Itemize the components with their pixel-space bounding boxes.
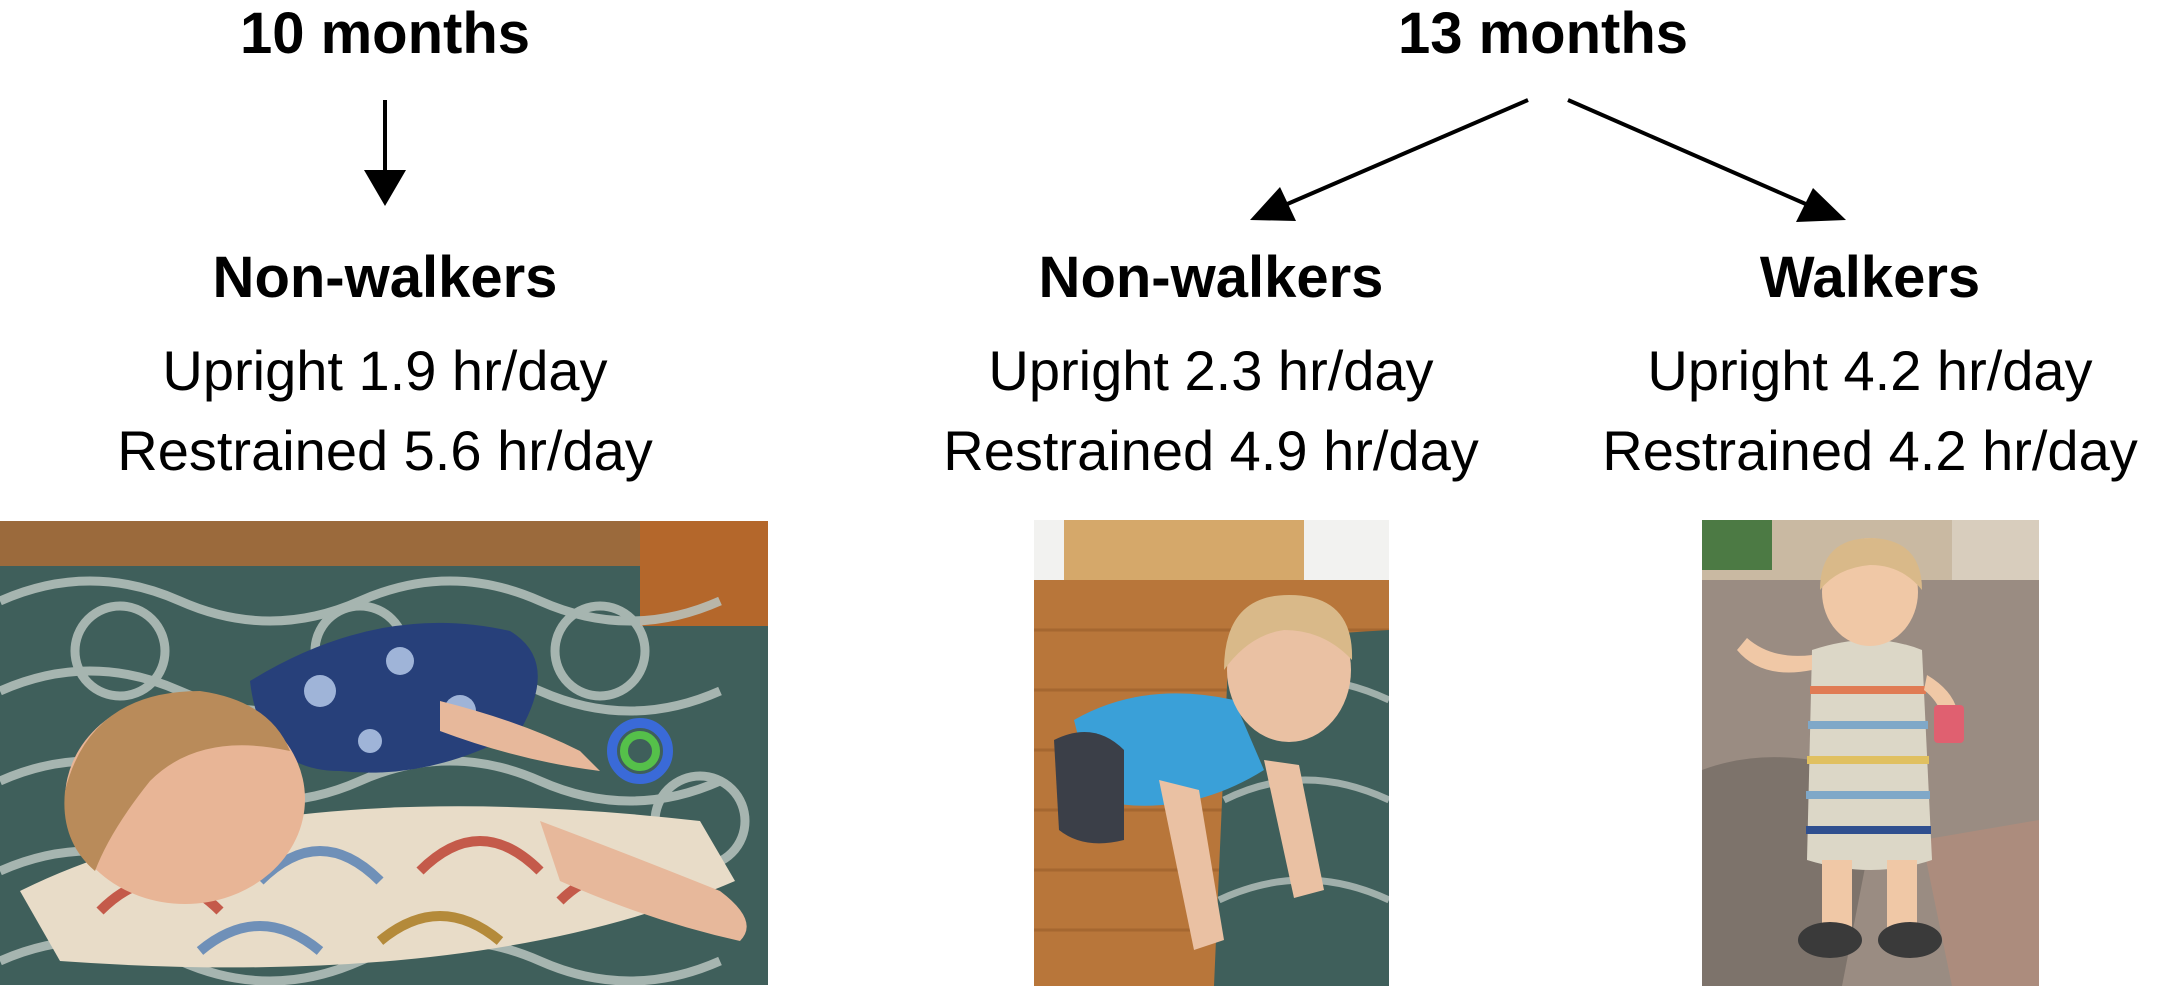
photo-13m-walking-toddler bbox=[1702, 520, 2039, 986]
group-13m-walkers-restrained: Restrained 4.2 hr/day bbox=[1602, 419, 2138, 482]
group-13m-nonwalkers-upright: Upright 2.3 hr/day bbox=[988, 339, 1434, 402]
photo-13m-crawling-toddler bbox=[1034, 520, 1389, 986]
group-13m-nonwalkers-restrained: Restrained 4.9 hr/day bbox=[943, 419, 1479, 482]
group-10m-nonwalkers-upright: Upright 1.9 hr/day bbox=[162, 339, 608, 402]
age-10-months-label: 10 months bbox=[239, 1, 531, 66]
group-13m-walkers-upright: Upright 4.2 hr/day bbox=[1647, 339, 2093, 402]
arrow-13-to-walkers bbox=[1567, 98, 1846, 222]
group-13m-walkers-title: Walkers bbox=[1759, 245, 1981, 310]
group-10m-nonwalkers-restrained: Restrained 5.6 hr/day bbox=[117, 419, 653, 482]
arrow-13-to-nonwalkers bbox=[1250, 98, 1529, 221]
arrow-10-to-nonwalkers bbox=[364, 100, 406, 206]
photo-10m-infant-on-pillow bbox=[0, 521, 768, 985]
age-13-months-label: 13 months bbox=[1397, 1, 1689, 66]
group-10m-nonwalkers-title: Non-walkers bbox=[212, 245, 558, 310]
group-13m-nonwalkers-title: Non-walkers bbox=[1038, 245, 1384, 310]
